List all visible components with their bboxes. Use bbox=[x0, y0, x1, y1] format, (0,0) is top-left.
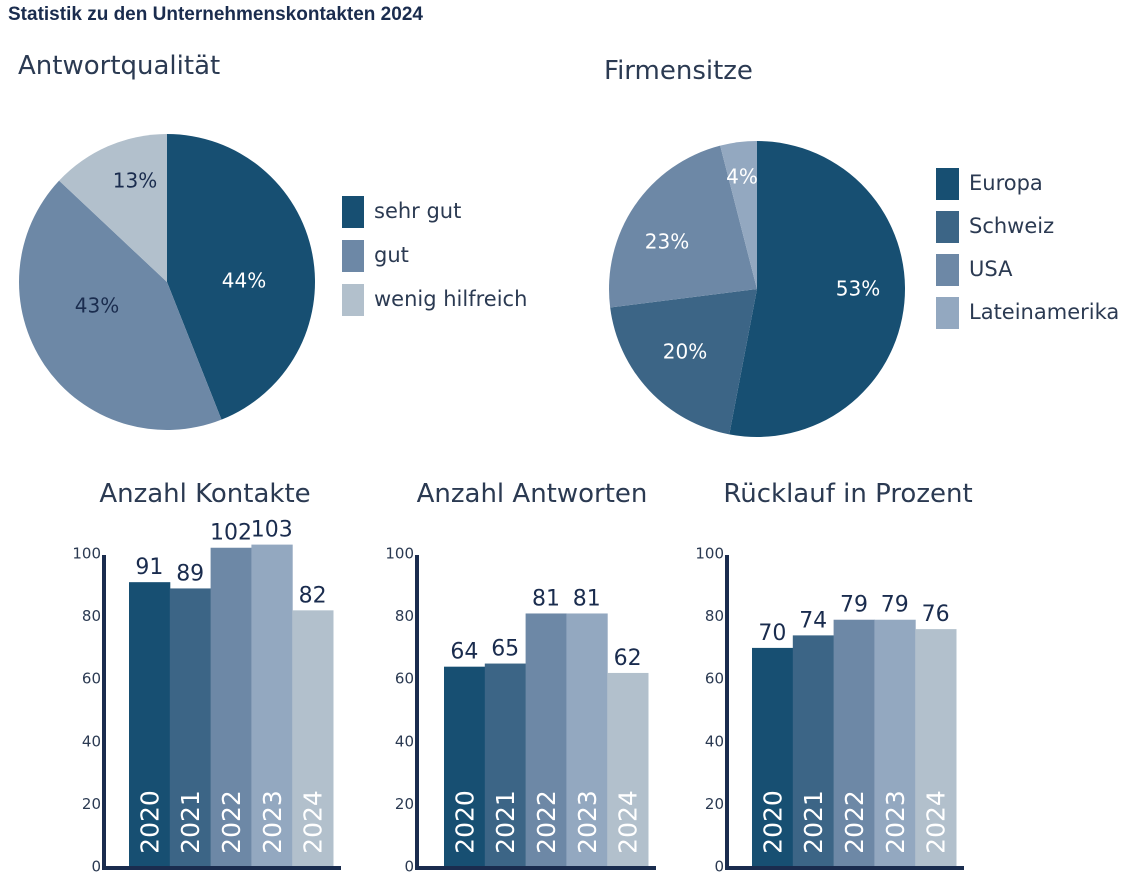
bar-anzahl-antworten-category-label-2024: 2024 bbox=[614, 790, 643, 854]
bar-anzahl-kontakte-category-label-2024: 2024 bbox=[299, 790, 328, 854]
pie-antwortqualit-t-slice-gut bbox=[19, 180, 222, 431]
bar-r-cklauf-in-prozent-bar-2021 bbox=[792, 635, 835, 867]
bar-r-cklauf-in-prozent-bar-2020 bbox=[752, 647, 794, 867]
bar-r-cklauf-in-prozent-category-label-2021: 2021 bbox=[799, 790, 828, 854]
bar-anzahl-kontakte-category-label-2023: 2023 bbox=[258, 790, 287, 854]
bar-r-cklauf-in-prozent-title: Rücklauf in Prozent bbox=[723, 479, 972, 509]
pie-antwortqualit-t-legend-swatch-sehr-gut bbox=[342, 196, 364, 228]
bar-anzahl-antworten-category-label-2021: 2021 bbox=[491, 790, 520, 854]
bar-anzahl-antworten-category-label-2022: 2022 bbox=[532, 790, 561, 854]
bar-anzahl-kontakte-value-label-2022: 102 bbox=[210, 521, 252, 546]
bar-anzahl-antworten-value-label-2020: 64 bbox=[450, 640, 478, 665]
pie-firmensitze-legend-swatch-schweiz bbox=[936, 211, 959, 243]
bar-anzahl-kontakte-category-label-2021: 2021 bbox=[176, 790, 205, 854]
pie-antwortqualit-t-slice-sehr-gut bbox=[167, 134, 316, 420]
bar-anzahl-kontakte-bar-2022 bbox=[210, 547, 252, 867]
pie-firmensitze-legend-label-europa: Europa bbox=[969, 171, 1043, 195]
bar-anzahl-antworten-ytick-20: 20 bbox=[395, 795, 414, 813]
bar-anzahl-antworten-value-label-2022: 81 bbox=[532, 586, 560, 611]
bar-anzahl-antworten-category-label-2023: 2023 bbox=[573, 790, 602, 854]
pie-firmensitze-label-usa: 23% bbox=[645, 230, 689, 254]
bar-r-cklauf-in-prozent-value-label-2022: 79 bbox=[840, 593, 868, 618]
pie-firmensitze-legend-swatch-usa bbox=[936, 254, 959, 286]
pie-antwortqualit-t-label-wenig-hilfreich: 13% bbox=[113, 169, 157, 193]
bar-anzahl-antworten-title: Anzahl Antworten bbox=[417, 479, 648, 509]
pie-firmensitze-legend-label-lateinamerika: Lateinamerika bbox=[969, 300, 1119, 324]
pie-firmensitze-legend-label-schweiz: Schweiz bbox=[969, 214, 1054, 238]
bar-r-cklauf-in-prozent-category-label-2024: 2024 bbox=[922, 790, 951, 854]
bar-r-cklauf-in-prozent-bar-2024 bbox=[915, 629, 957, 867]
pie-firmensitze-legend-label-usa: USA bbox=[969, 257, 1013, 281]
pie-firmensitze-legend-swatch-lateinamerika bbox=[936, 297, 959, 329]
bar-anzahl-antworten-bar-2022 bbox=[525, 613, 567, 867]
bar-anzahl-antworten-bar-2023 bbox=[566, 613, 608, 867]
bar-anzahl-antworten-value-label-2023: 81 bbox=[573, 586, 601, 611]
bar-r-cklauf-in-prozent-category-label-2022: 2022 bbox=[840, 790, 869, 854]
bar-anzahl-kontakte-bar-2021 bbox=[169, 588, 212, 867]
pie-antwortqualit-t-slice-wenig-hilfreich bbox=[59, 134, 168, 282]
bar-r-cklauf-in-prozent-bar-2022 bbox=[833, 619, 875, 867]
pie-antwortqualit-t-title: Antwortqualität bbox=[18, 51, 220, 81]
bar-r-cklauf-in-prozent-bar-2023 bbox=[874, 619, 916, 867]
bar-anzahl-kontakte-category-label-2020: 2020 bbox=[135, 790, 164, 854]
bar-r-cklauf-in-prozent-category-label-2020: 2020 bbox=[758, 790, 787, 854]
bar-anzahl-kontakte-ytick-0: 0 bbox=[91, 858, 101, 876]
bar-anzahl-kontakte-value-label-2023: 103 bbox=[251, 518, 293, 543]
bar-anzahl-kontakte-category-label-2022: 2022 bbox=[217, 790, 246, 854]
bar-anzahl-antworten-ytick-60: 60 bbox=[395, 670, 414, 688]
pie-antwortqualit-t-label-sehr-gut: 44% bbox=[222, 269, 266, 293]
pie-antwortqualit-t-label-gut: 43% bbox=[75, 294, 119, 318]
bar-anzahl-kontakte-bar-2020 bbox=[129, 582, 171, 867]
bar-anzahl-kontakte-ytick-80: 80 bbox=[82, 607, 101, 625]
bar-r-cklauf-in-prozent-ytick-20: 20 bbox=[705, 795, 724, 813]
bar-anzahl-antworten-ytick-40: 40 bbox=[395, 732, 414, 750]
pie-firmensitze-slice-usa bbox=[609, 145, 757, 308]
pie-antwortqualit-t-legend-swatch-wenig-hilfreich bbox=[342, 284, 364, 316]
bar-anzahl-antworten-category-label-2020: 2020 bbox=[450, 790, 479, 854]
pie-antwortqualit-t-legend-swatch-gut bbox=[342, 240, 364, 272]
pie-firmensitze-label-schweiz: 20% bbox=[663, 340, 707, 364]
bar-anzahl-antworten-bar-2020 bbox=[444, 666, 486, 867]
bar-r-cklauf-in-prozent-value-label-2024: 76 bbox=[922, 602, 950, 627]
bar-anzahl-kontakte-value-label-2021: 89 bbox=[176, 561, 204, 586]
bar-r-cklauf-in-prozent-value-label-2021: 74 bbox=[799, 608, 827, 633]
bar-anzahl-kontakte-ytick-60: 60 bbox=[82, 670, 101, 688]
bar-anzahl-kontakte-bar-2024 bbox=[292, 610, 334, 867]
pie-antwortqualit-t-legend-label-wenig-hilfreich: wenig hilfreich bbox=[374, 287, 527, 311]
bar-anzahl-kontakte-bar-2023 bbox=[251, 544, 293, 867]
bar-anzahl-kontakte-ytick-40: 40 bbox=[82, 732, 101, 750]
bar-r-cklauf-in-prozent-ytick-0: 0 bbox=[714, 858, 724, 876]
pie-antwortqualit-t-legend-label-sehr-gut: sehr gut bbox=[374, 199, 461, 223]
bar-anzahl-antworten-bar-2024 bbox=[607, 672, 649, 867]
bar-anzahl-kontakte-ytick-100: 100 bbox=[72, 545, 101, 563]
bar-r-cklauf-in-prozent-value-label-2023: 79 bbox=[881, 593, 909, 618]
bar-r-cklauf-in-prozent-ytick-40: 40 bbox=[705, 732, 724, 750]
bar-anzahl-antworten-ytick-80: 80 bbox=[395, 607, 414, 625]
pie-firmensitze-slice-schweiz bbox=[610, 289, 757, 435]
bar-r-cklauf-in-prozent-value-label-2020: 70 bbox=[758, 621, 786, 646]
pie-firmensitze-legend-swatch-europa bbox=[936, 168, 959, 200]
pie-antwortqualit-t-legend-label-gut: gut bbox=[374, 243, 409, 267]
bar-r-cklauf-in-prozent-category-label-2023: 2023 bbox=[881, 790, 910, 854]
bar-anzahl-antworten-ytick-100: 100 bbox=[385, 545, 414, 563]
bar-anzahl-kontakte-value-label-2024: 82 bbox=[299, 583, 327, 608]
bar-anzahl-antworten-value-label-2021: 65 bbox=[491, 637, 519, 662]
pie-firmensitze-label-lateinamerika: 4% bbox=[726, 165, 758, 189]
bar-r-cklauf-in-prozent-ytick-100: 100 bbox=[695, 545, 724, 563]
pie-firmensitze-title: Firmensitze bbox=[604, 56, 753, 86]
bar-anzahl-antworten-value-label-2024: 62 bbox=[614, 646, 642, 671]
bar-anzahl-antworten-bar-2021 bbox=[484, 663, 527, 867]
bar-anzahl-kontakte-value-label-2020: 91 bbox=[135, 555, 163, 580]
bar-anzahl-antworten-ytick-0: 0 bbox=[404, 858, 414, 876]
bar-r-cklauf-in-prozent-ytick-80: 80 bbox=[705, 607, 724, 625]
page-title: Statistik zu den Unternehmenskontakten 2… bbox=[8, 4, 423, 25]
bar-anzahl-kontakte-title: Anzahl Kontakte bbox=[99, 479, 310, 509]
pie-firmensitze-slice-lateinamerika bbox=[720, 141, 757, 289]
bar-anzahl-kontakte-ytick-20: 20 bbox=[82, 795, 101, 813]
pie-firmensitze-label-europa: 53% bbox=[836, 277, 880, 301]
bar-r-cklauf-in-prozent-ytick-60: 60 bbox=[705, 670, 724, 688]
pie-firmensitze-slice-europa bbox=[729, 141, 906, 438]
